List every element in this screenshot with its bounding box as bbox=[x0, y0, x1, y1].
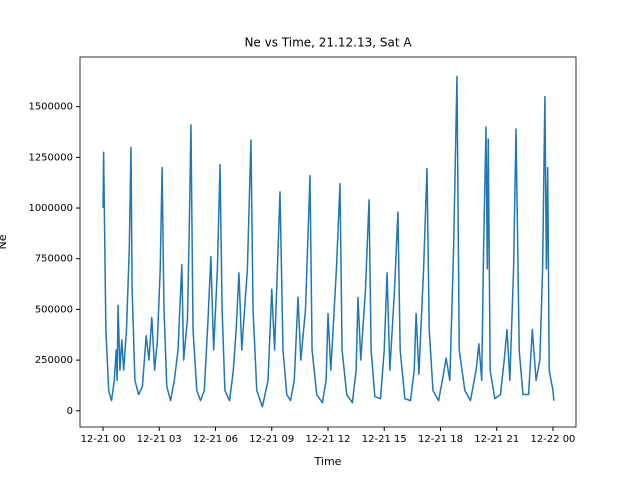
y-tick-label: 250000 bbox=[35, 355, 73, 366]
x-tick-label: 12-21 18 bbox=[418, 434, 463, 445]
y-tick-label: 1250000 bbox=[28, 152, 73, 163]
y-tick-label: 500000 bbox=[35, 304, 73, 315]
x-tick-label: 12-22 00 bbox=[530, 434, 575, 445]
y-tick-label: 750000 bbox=[35, 254, 73, 265]
x-tick-label: 12-21 06 bbox=[193, 434, 238, 445]
x-tick-label: 12-21 09 bbox=[249, 434, 294, 445]
chart-title: Ne vs Time, 21.12.13, Sat A bbox=[244, 36, 412, 50]
y-tick-label: 0 bbox=[67, 406, 73, 417]
data-line bbox=[102, 75, 555, 408]
y-axis-label: Ne bbox=[0, 234, 9, 249]
y-tick-label: 1500000 bbox=[28, 102, 73, 113]
x-tick-label: 12-21 03 bbox=[137, 434, 182, 445]
x-tick-label: 12-21 00 bbox=[81, 434, 126, 445]
x-axis-label: Time bbox=[314, 455, 342, 468]
y-tick-label: 1000000 bbox=[28, 203, 73, 214]
plot-frame bbox=[79, 56, 577, 428]
x-tick-label: 12-21 21 bbox=[474, 434, 519, 445]
x-tick-label: 12-21 15 bbox=[362, 434, 407, 445]
x-tick-label: 12-21 12 bbox=[306, 434, 351, 445]
